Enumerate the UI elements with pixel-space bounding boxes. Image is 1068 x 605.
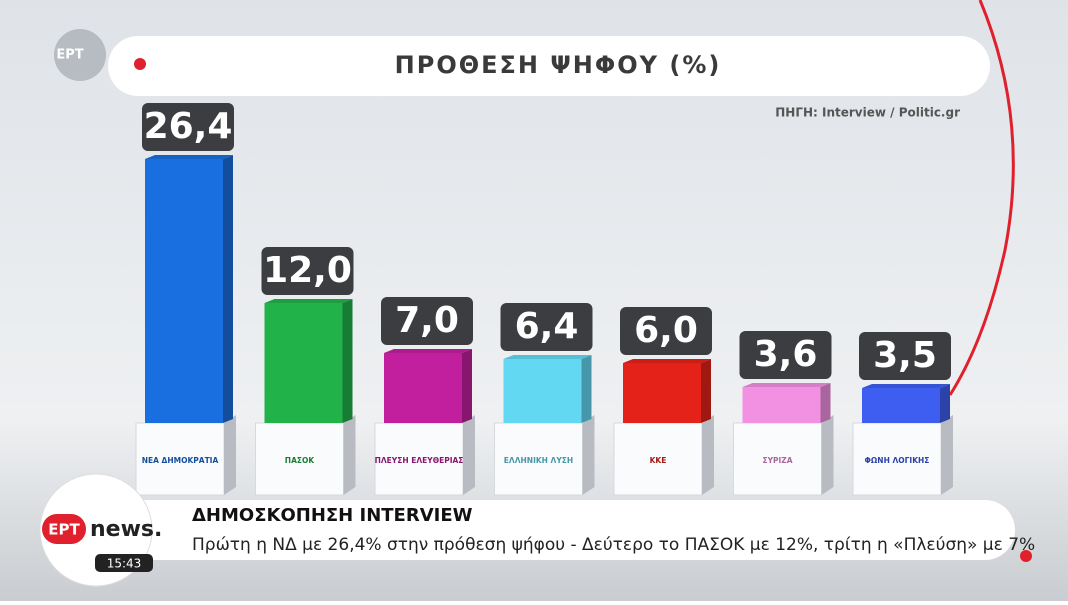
pedestal-side (224, 415, 236, 495)
bar-top (145, 155, 233, 159)
pedestal-side (582, 415, 595, 495)
value-label: 3,6 (754, 334, 818, 375)
bar (384, 353, 462, 423)
corner-logo-bg (54, 29, 106, 81)
category-label: ΣΥΡΙΖΑ (762, 456, 792, 465)
bar-top (742, 383, 831, 387)
bar-top (264, 299, 353, 303)
corner-logo: ΕΡΤ (56, 48, 83, 63)
pedestal-front (733, 422, 822, 496)
value-label-bg (381, 297, 473, 345)
bar-top (503, 355, 592, 359)
bar (623, 363, 701, 423)
ticker-headline: ΔΗΜΟΣΚΟΠΗΣΗ INTERVIEW (192, 505, 473, 526)
value-label-bg (620, 307, 712, 355)
logo-ert: ΕΡΤ (48, 521, 80, 539)
logo-ert-bg (42, 514, 86, 544)
bar-side (701, 359, 711, 423)
title-pill (108, 36, 990, 96)
ticker-bar (40, 500, 1015, 560)
value-label: 26,4 (144, 106, 233, 147)
bar (503, 359, 582, 423)
bar (742, 387, 821, 423)
pedestal-side (941, 415, 953, 495)
bar-side (820, 383, 831, 423)
category-label: ΠΑΣΟΚ (285, 456, 316, 465)
decor-dot (134, 58, 146, 70)
pedestal-front (852, 422, 942, 496)
pedestal-front (494, 422, 583, 496)
pedestal-side (702, 415, 714, 495)
category-label: ΝΕΑ ΔΗΜΟΚΡΑΤΙΑ (142, 456, 219, 465)
value-label: 6,4 (515, 306, 579, 347)
value-label: 3,5 (873, 335, 937, 376)
ticker-text: Πρώτη η ΝΔ με 26,4% στην πρόθεση ψήφου -… (192, 535, 1035, 555)
logo-news: news. (90, 517, 162, 542)
bar-side (342, 299, 353, 423)
bar (862, 388, 940, 423)
pedestal-front (613, 422, 703, 496)
time-bg (95, 554, 153, 572)
bar-top (384, 349, 472, 353)
chart-title: ΠΡΟΘΕΣΗ ΨΗΦΟΥ (%) (395, 51, 722, 79)
bar-side (223, 155, 233, 423)
bar (145, 159, 223, 423)
source: ΠΗΓΗ: Interview / Politic.gr (775, 106, 960, 120)
bar (264, 303, 343, 423)
pedestal-side (463, 415, 475, 495)
category-label: ΦΩΝΗ ΛΟΓΙΚΗΣ (865, 456, 930, 465)
bar-top (862, 384, 950, 388)
bar-side (940, 384, 950, 423)
category-label: ΠΛΕΥΣΗ ΕΛΕΥΘΕΡΙΑΣ (375, 456, 464, 465)
category-label: ΚΚΕ (650, 456, 667, 465)
bar-top (623, 359, 711, 363)
value-label-bg (859, 332, 951, 380)
decor-curve (948, 0, 1015, 396)
pedestal-front (255, 422, 344, 496)
value-label: 12,0 (263, 250, 352, 291)
value-label-bg (142, 103, 234, 151)
category-label: ΕΛΛΗΝΙΚΗ ΛΥΣΗ (504, 456, 573, 465)
decor-dot (1020, 550, 1032, 562)
time: 15:43 (107, 557, 142, 571)
value-label: 6,0 (634, 310, 698, 351)
value-label-bg (261, 247, 354, 295)
bars: ΝΕΑ ΔΗΜΟΚΡΑΤΙΑ 26,4 ΠΑΣΟΚ 12,0 ΠΛΕΥΣΗ ΕΛΕΥΘΕ… (135, 103, 953, 496)
value-label: 7,0 (395, 300, 459, 341)
bar-side (581, 355, 592, 423)
value-label-bg (500, 303, 593, 351)
pedestal-side (821, 415, 834, 495)
bar-side (462, 349, 472, 423)
value-label-bg (739, 331, 832, 379)
pedestal-side (343, 415, 356, 495)
